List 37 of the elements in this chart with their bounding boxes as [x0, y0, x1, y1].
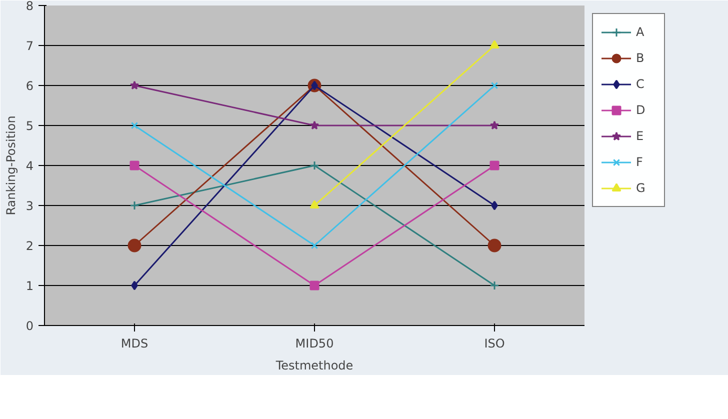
point: [310, 280, 320, 290]
point: [130, 122, 138, 130]
y-tick-label: 0: [26, 319, 34, 333]
y-tick-label: 8: [26, 0, 34, 13]
y-tick-label: 6: [26, 79, 34, 93]
point: [128, 238, 142, 252]
point: [490, 120, 500, 130]
x-axis-title: Testmethode: [274, 358, 354, 372]
point: [130, 160, 140, 170]
x-tick-label: MID50: [295, 336, 334, 350]
point: [488, 238, 502, 252]
y-tick-label: 2: [26, 239, 34, 253]
x-tick-label: ISO: [484, 336, 505, 350]
point: [490, 82, 498, 90]
legend-label: F: [636, 155, 644, 169]
y-tick-label: 7: [26, 39, 34, 53]
y-tick-label: 1: [26, 279, 34, 293]
y-axis-title: Ranking-Position: [4, 116, 18, 216]
legend-label: A: [636, 25, 646, 39]
point: [130, 80, 140, 90]
legend-label: C: [636, 77, 646, 91]
legend-label: D: [636, 103, 646, 117]
legend-label: E: [636, 129, 645, 143]
point: [310, 242, 318, 250]
point: [491, 200, 498, 210]
point: [490, 280, 500, 290]
y-tick-label: 5: [26, 119, 34, 133]
point: [131, 280, 138, 290]
y-tick-label: 4: [26, 159, 34, 173]
x-tick-label: MDS: [120, 336, 148, 350]
point: [490, 160, 500, 170]
point: [310, 120, 320, 130]
legend-label: B: [636, 51, 646, 65]
y-tick-label: 3: [26, 199, 34, 213]
point: [310, 160, 320, 170]
point: [130, 200, 140, 210]
legend-label: G: [636, 181, 646, 195]
